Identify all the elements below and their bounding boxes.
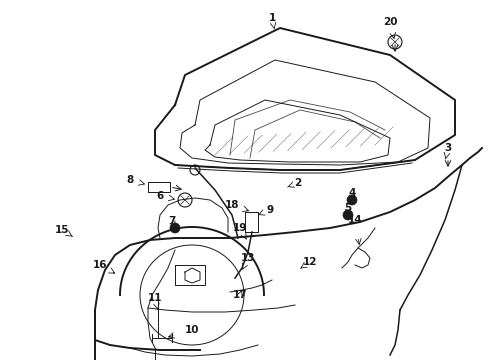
- Text: 6: 6: [156, 191, 164, 201]
- Text: 1: 1: [269, 13, 275, 23]
- Text: 10: 10: [185, 325, 199, 335]
- Text: 11: 11: [148, 293, 162, 303]
- Text: 2: 2: [294, 178, 302, 188]
- Text: 4: 4: [348, 188, 356, 198]
- Text: 8: 8: [126, 175, 134, 185]
- Circle shape: [347, 195, 357, 205]
- Text: 19: 19: [233, 223, 247, 233]
- Circle shape: [170, 223, 180, 233]
- Text: 9: 9: [267, 205, 273, 215]
- Text: 5: 5: [344, 203, 352, 213]
- Text: 18: 18: [225, 200, 239, 210]
- Text: 3: 3: [444, 143, 452, 153]
- Text: 13: 13: [241, 253, 255, 263]
- Text: 17: 17: [233, 290, 247, 300]
- Text: 16: 16: [93, 260, 107, 270]
- Text: 12: 12: [303, 257, 317, 267]
- Text: 20: 20: [383, 17, 397, 27]
- Text: 14: 14: [348, 215, 362, 225]
- Circle shape: [343, 210, 353, 220]
- Text: 15: 15: [55, 225, 69, 235]
- Text: 7: 7: [168, 216, 176, 226]
